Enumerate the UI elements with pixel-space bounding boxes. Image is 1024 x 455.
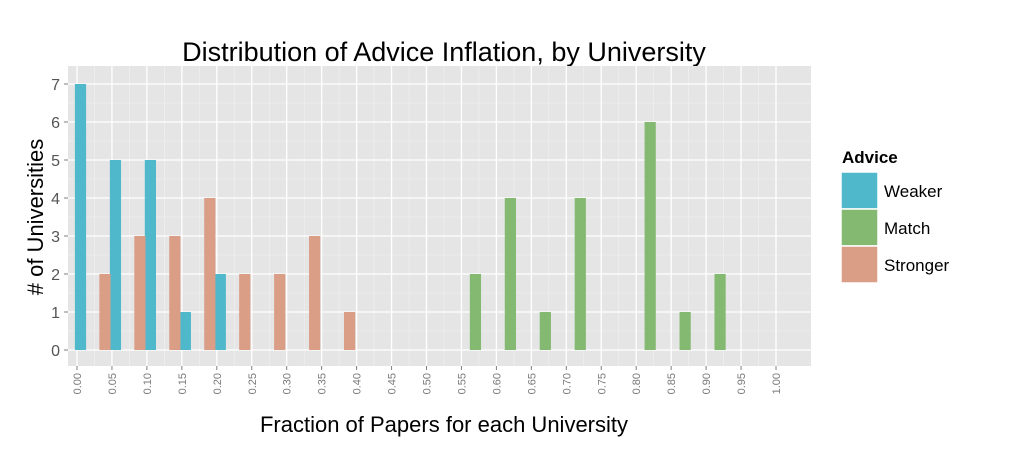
y-axis-title: # of Universities: [23, 139, 48, 296]
legend-label-match: Match: [884, 219, 930, 238]
bar-stronger: [99, 274, 111, 350]
legend: Advice Weaker Match Stronger: [840, 148, 950, 284]
y-tick-label: 3: [51, 229, 60, 246]
bar-weaker: [109, 160, 122, 350]
bar-stronger: [134, 236, 146, 350]
x-tick-label: 0.75: [596, 373, 608, 394]
x-axis: 0.00 0.05 0.10 0.15 0.20 0.25 0.30 0.35 0.40 0.45…: [72, 366, 783, 394]
legend-label-stronger: Stronger: [884, 256, 950, 275]
legend-key-match: [840, 208, 879, 247]
bar-weaker: [214, 274, 226, 350]
bar-stronger: [204, 198, 216, 350]
x-tick-label: 0.30: [282, 373, 294, 394]
bar-stronger: [239, 274, 251, 350]
bar-match: [469, 274, 482, 350]
x-tick-label: 0.15: [177, 373, 189, 394]
y-tick-label: 7: [51, 77, 60, 94]
y-tick-label: 6: [51, 115, 60, 132]
y-axis: 0 1 2 3 4 5 6 7: [51, 77, 68, 360]
legend-key-weaker: [840, 171, 879, 210]
chart-title: Distribution of Advice Inflation, by Uni…: [182, 37, 706, 67]
x-tick-label: 0.65: [526, 373, 538, 394]
bar-stronger: [169, 236, 181, 350]
bar-weaker: [74, 84, 87, 350]
x-tick-label: 0.10: [142, 373, 154, 394]
bar-match: [539, 312, 551, 350]
legend-title: Advice: [842, 148, 898, 167]
bar-stronger: [309, 236, 321, 350]
x-tick-label: 0.85: [666, 373, 678, 394]
x-tick-label: 0.05: [107, 373, 119, 394]
legend-key-stronger: [840, 245, 879, 284]
x-tick-label: 0.50: [422, 373, 434, 394]
x-tick-label: 0.80: [631, 373, 643, 394]
x-tick-label: 1.00: [771, 373, 783, 394]
x-tick-label: 0.70: [561, 373, 573, 394]
bar-stronger: [344, 312, 356, 350]
x-tick-label: 0.90: [701, 373, 713, 394]
x-tick-label: 0.95: [736, 373, 748, 394]
x-axis-title: Fraction of Papers for each University: [260, 412, 628, 437]
bar-weaker: [179, 312, 191, 350]
x-tick-label: 0.20: [212, 373, 224, 394]
bars: [74, 84, 726, 350]
y-tick-label: 2: [51, 267, 60, 284]
x-tick-label: 0.25: [247, 373, 259, 394]
bar-weaker: [144, 160, 156, 350]
y-tick-label: 0: [51, 343, 60, 360]
x-tick-label: 0.60: [491, 373, 503, 394]
bar-match: [504, 198, 516, 350]
bar-match: [644, 122, 656, 350]
y-tick-label: 1: [51, 305, 60, 322]
bar-match: [574, 198, 586, 350]
y-tick-label: 4: [51, 191, 60, 208]
x-tick-label: 0.55: [456, 373, 468, 394]
x-tick-label: 0.40: [352, 373, 364, 394]
x-tick-label: 0.45: [387, 373, 399, 394]
x-tick-label: 0.00: [72, 373, 84, 394]
bar-match: [714, 274, 726, 350]
bar-stronger: [274, 274, 286, 350]
x-tick-label: 0.35: [317, 373, 329, 394]
bar-match: [679, 312, 691, 350]
y-tick-label: 5: [51, 153, 60, 170]
legend-label-weaker: Weaker: [884, 182, 943, 201]
